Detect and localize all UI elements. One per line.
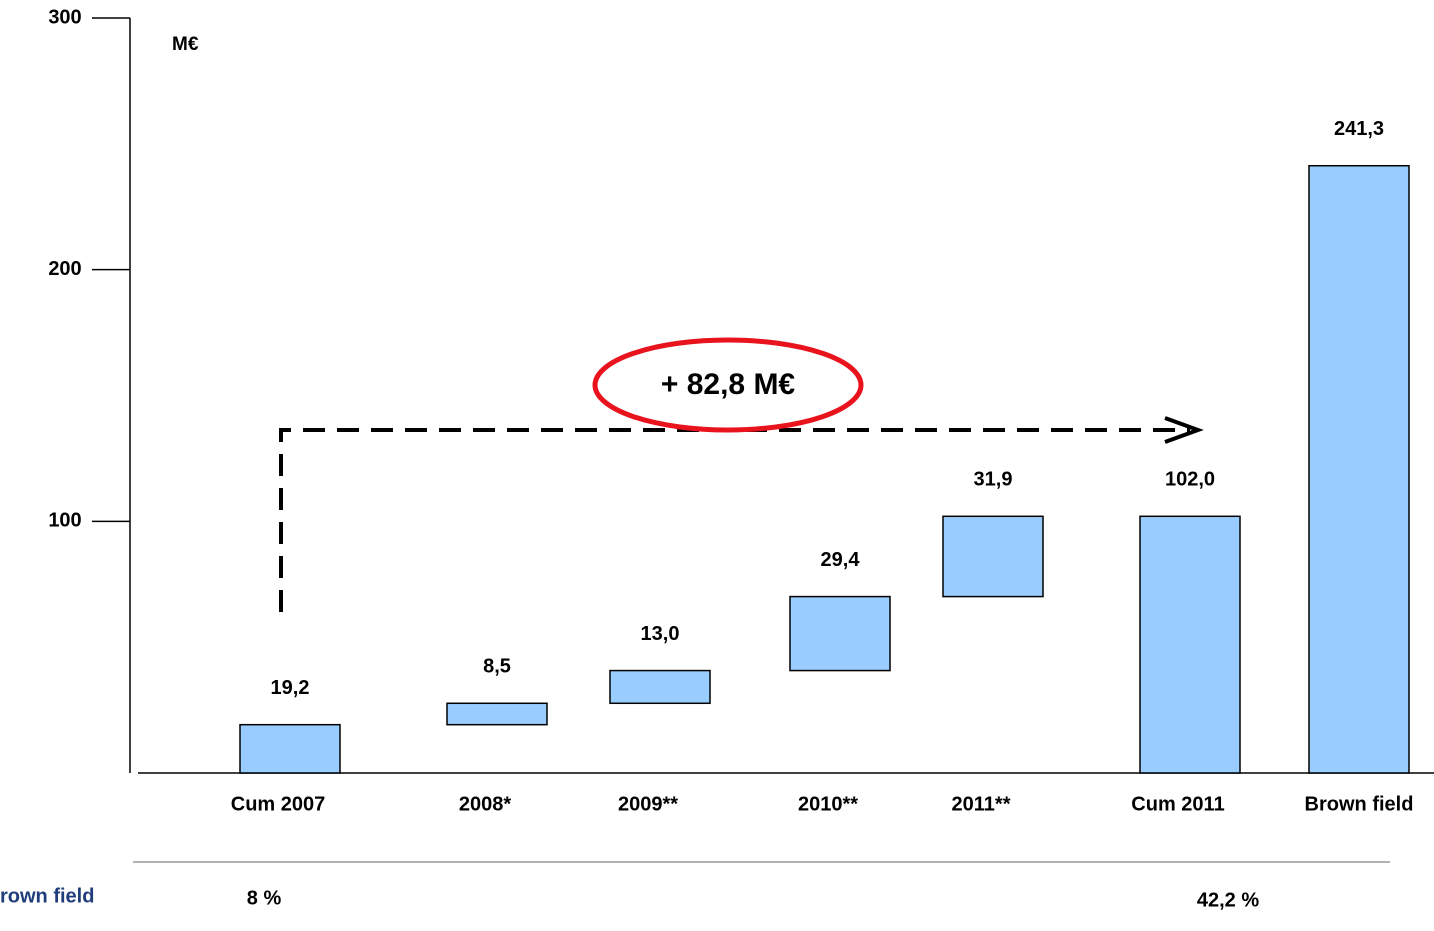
x-tick-label: Cum 2007	[231, 793, 326, 815]
x-tick-label: Cum 2011	[1131, 793, 1224, 815]
data-label: 8,5	[483, 656, 511, 678]
x-tick-label: 2011**	[952, 793, 1011, 815]
x-tick-label: 2009**	[618, 793, 678, 815]
highlight-ellipse	[592, 337, 864, 433]
bar	[609, 669, 711, 705]
y-tick-label: 200	[48, 258, 81, 280]
bar	[239, 723, 341, 774]
footer-cell: 8 %	[247, 887, 282, 909]
bar	[1139, 515, 1241, 774]
data-label: 31,9	[974, 469, 1013, 491]
bar	[1308, 164, 1410, 774]
bar	[942, 515, 1044, 598]
arrow-head	[1164, 416, 1204, 444]
data-label: 241,3	[1334, 118, 1384, 140]
footer-label: rown field	[0, 885, 94, 907]
unit-label: M€	[172, 34, 199, 55]
footer-cell: 42,2 %	[1197, 889, 1259, 911]
x-tick-label: 2010**	[798, 793, 858, 815]
data-label: 29,4	[821, 549, 861, 571]
data-label: 19,2	[271, 677, 310, 699]
dashed-arrow	[279, 428, 1190, 612]
data-label: 102,0	[1165, 469, 1215, 491]
x-tick-label: Brown field	[1305, 793, 1414, 815]
bar	[789, 595, 891, 672]
bar	[446, 702, 548, 726]
data-label: 13,0	[641, 623, 680, 645]
annotation: + 82,8 M€	[661, 368, 796, 401]
x-tick-label: 2008*	[459, 793, 511, 815]
y-tick-label: 300	[48, 6, 81, 28]
y-tick-label: 100	[48, 510, 81, 532]
